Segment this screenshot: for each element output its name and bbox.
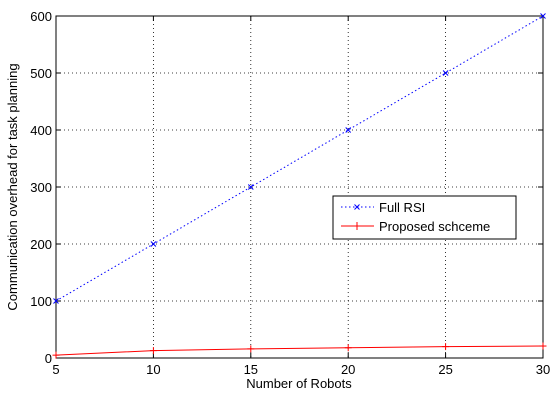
y-tick-label: 200: [30, 237, 52, 252]
data-point-0: [150, 241, 157, 247]
legend-label-full-rsi: Full RSI: [379, 200, 425, 215]
x-tick-label: 15: [244, 362, 258, 377]
y-tick-label: 400: [30, 123, 52, 138]
data-point-0: [540, 13, 546, 19]
x-tick-label: 30: [536, 362, 550, 377]
plot-frame: [55, 15, 544, 359]
data-point-0: [442, 70, 449, 76]
series-line-0: [55, 15, 544, 302]
legend-label-proposed: Proposed schceme: [379, 219, 490, 234]
data-point-0: [247, 184, 254, 190]
data-point-1: [52, 351, 60, 359]
legend: Full RSI Proposed schceme: [332, 195, 517, 240]
data-point-1: [442, 343, 450, 351]
legend-marker-proposed: [353, 222, 361, 230]
legend-marker-full-rsi: [354, 204, 360, 210]
y-axis-label: Communication overhead for task planning: [5, 63, 20, 310]
series-line-1: [55, 345, 544, 356]
y-tick-label: 500: [30, 66, 52, 81]
y-tick-label: 0: [45, 351, 52, 366]
x-tick-label: 5: [52, 362, 59, 377]
series-layer: [52, 13, 547, 359]
y-tick-label: 600: [30, 9, 52, 24]
data-point-0: [345, 127, 352, 133]
data-point-1: [539, 342, 547, 350]
data-point-1: [344, 344, 352, 352]
y-tick-label: 300: [30, 180, 52, 195]
data-point-0: [53, 298, 59, 304]
y-tick-label: 100: [30, 294, 52, 309]
x-tick-label: 20: [341, 362, 355, 377]
x-axis-label: Number of Robots: [246, 376, 352, 391]
x-tick-label: 10: [146, 362, 160, 377]
data-point-1: [149, 347, 157, 355]
data-point-1: [247, 345, 255, 353]
x-tick-label: 25: [438, 362, 452, 377]
grid-lines: [56, 16, 543, 358]
legend-box: [332, 195, 517, 240]
